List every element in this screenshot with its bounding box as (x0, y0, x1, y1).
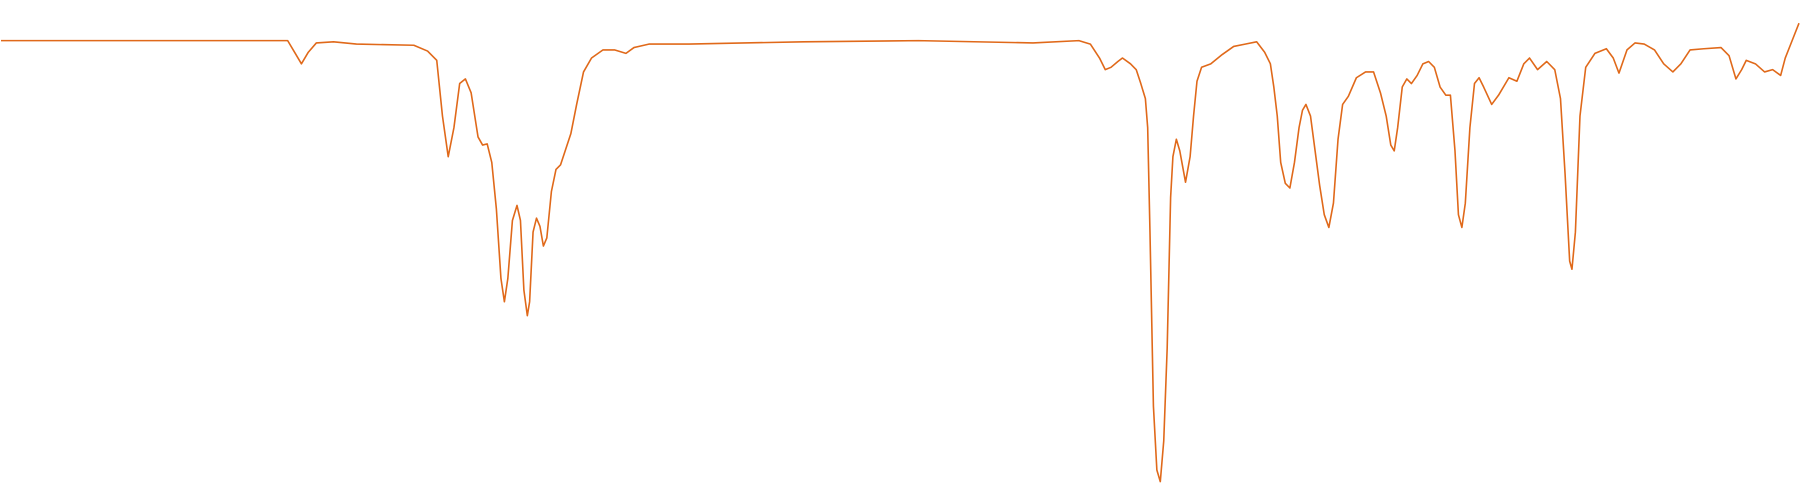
spectrum-line (1, 22, 1800, 483)
